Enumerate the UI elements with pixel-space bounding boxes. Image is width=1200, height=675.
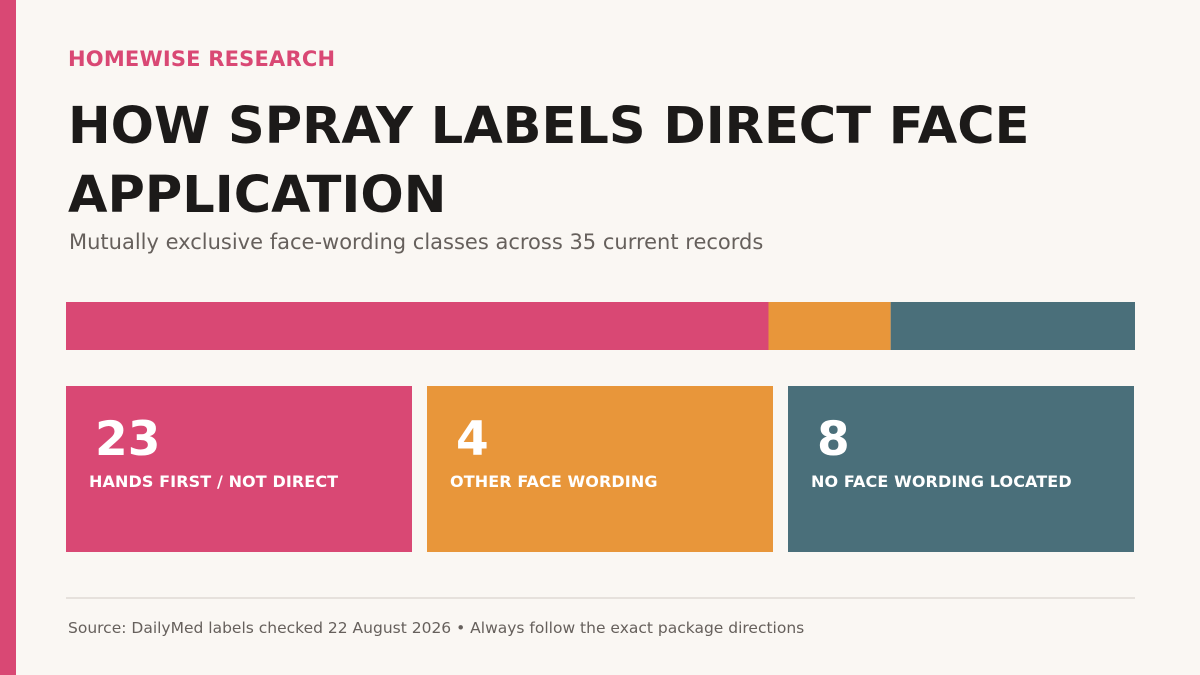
stat-value: 4 xyxy=(456,412,489,467)
chart-title: HOW SPRAY LABELS DIRECT FACE APPLICATION xyxy=(68,97,1030,225)
stat-card-2: 4 OTHER FACE WORDING xyxy=(427,386,773,552)
stat-card-1: 23 HANDS FIRST / NOT DIRECT xyxy=(66,386,412,552)
stat-label: HANDS FIRST / NOT DIRECT xyxy=(89,472,339,491)
stat-label: OTHER FACE WORDING xyxy=(450,472,658,491)
stacked-bar xyxy=(66,302,1135,350)
stat-value: 23 xyxy=(95,412,161,467)
kicker: HOMEWISE RESEARCH xyxy=(68,47,336,71)
bar-segment-3 xyxy=(890,302,1135,350)
stat-label: NO FACE WORDING LOCATED xyxy=(811,472,1072,491)
stat-value: 8 xyxy=(817,412,850,467)
bar-segment-1 xyxy=(66,302,769,350)
stacked-bar-svg xyxy=(66,302,1135,350)
accent-bar xyxy=(0,0,16,675)
source-note: Source: DailyMed labels checked 22 Augus… xyxy=(68,619,805,637)
divider xyxy=(66,597,1135,599)
bar-segment-2 xyxy=(768,302,891,350)
stat-card-3: 8 NO FACE WORDING LOCATED xyxy=(788,386,1134,552)
stat-cards: 23 HANDS FIRST / NOT DIRECT 4 OTHER FACE WO… xyxy=(66,386,1135,552)
chart-subtitle: Mutually exclusive face-wording classes … xyxy=(69,230,764,254)
